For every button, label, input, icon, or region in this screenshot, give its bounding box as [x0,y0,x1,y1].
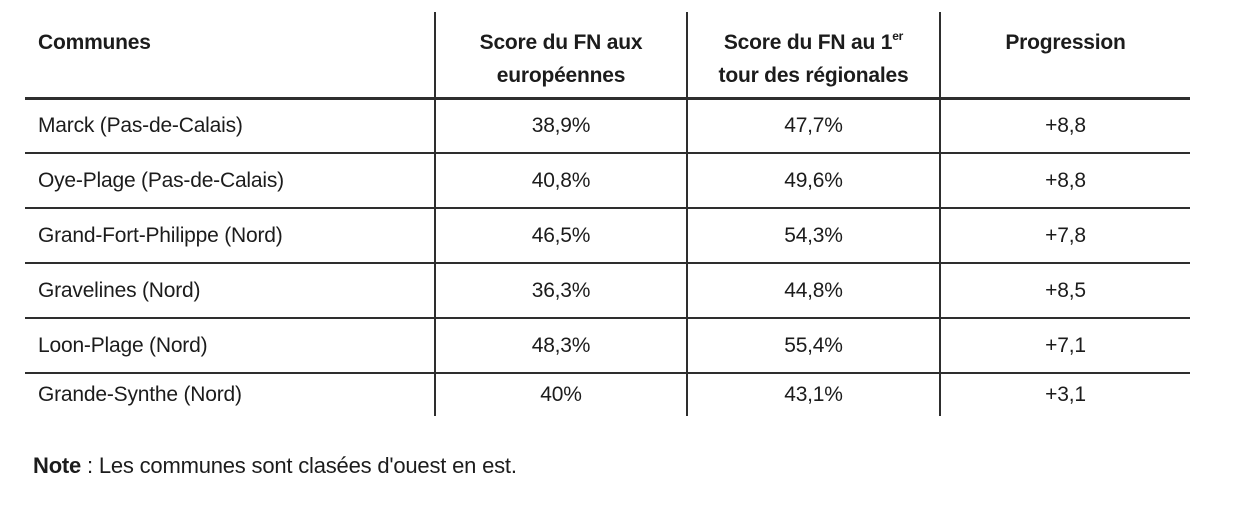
cell-commune: Gravelines (Nord) [25,263,436,319]
cell-commune: Grande-Synthe (Nord) [25,373,436,416]
table-row: Grande-Synthe (Nord) 40% 43,1% +3,1 [25,373,1190,416]
cell-score-regionales: 54,3% [687,208,941,264]
note-label: Note [33,453,82,478]
cell-progression: +8,5 [940,263,1190,319]
cell-score-europeennes: 46,5% [435,208,688,264]
header-line-2: européennes [496,64,626,87]
cell-score-regionales: 43,1% [687,373,941,416]
cell-commune: Grand-Fort-Philippe (Nord) [25,208,436,264]
cell-progression: +8,8 [940,153,1190,209]
cell-score-regionales: 49,6% [687,153,941,209]
column-header-communes: Communes [25,12,436,100]
note: Note : Les communes sont clasées d'ouest… [33,453,1233,479]
table-row: Gravelines (Nord) 36,3% 44,8% +8,5 [25,263,1190,319]
fn-results-table: Communes Score du FN aux européennes Sco… [25,12,1190,416]
cell-score-regionales: 55,4% [687,318,941,374]
header-line-2: tour des régionales [718,64,909,87]
cell-score-regionales: 44,8% [687,263,941,319]
cell-commune: Oye-Plage (Pas-de-Calais) [25,153,436,209]
header-line-1: Score du FN au 1er [688,26,939,59]
table-row: Loon-Plage (Nord) 48,3% 55,4% +7,1 [25,318,1190,374]
cell-score-regionales: 47,7% [687,98,941,154]
table-row: Grand-Fort-Philippe (Nord) 46,5% 54,3% +… [25,208,1190,264]
cell-score-europeennes: 40,8% [435,153,688,209]
cell-score-europeennes: 40% [435,373,688,416]
column-header-score-regionales: Score du FN au 1er tour des régionales [687,12,941,100]
table-row: Marck (Pas-de-Calais) 38,9% 47,7% +8,8 [25,98,1190,154]
cell-commune: Loon-Plage (Nord) [25,318,436,374]
cell-progression: +7,1 [940,318,1190,374]
header-line-1: Score du FN aux [479,31,643,54]
column-header-score-europeennes: Score du FN aux européennes [435,12,688,100]
cell-progression: +3,1 [940,373,1190,416]
cell-progression: +8,8 [940,98,1190,154]
ordinal-superscript: er [892,29,904,43]
header-row: Communes Score du FN aux européennes Sco… [25,12,1190,100]
cell-score-europeennes: 48,3% [435,318,688,374]
cell-commune: Marck (Pas-de-Calais) [25,98,436,154]
cell-score-europeennes: 36,3% [435,263,688,319]
note-text: : Les communes sont clasées d'ouest en e… [81,453,517,478]
column-header-progression: Progression [940,12,1190,100]
cell-progression: +7,8 [940,208,1190,264]
header-line-text: Score du FN au 1 [723,31,893,54]
table-row: Oye-Plage (Pas-de-Calais) 40,8% 49,6% +8… [25,153,1190,209]
cell-score-europeennes: 38,9% [435,98,688,154]
